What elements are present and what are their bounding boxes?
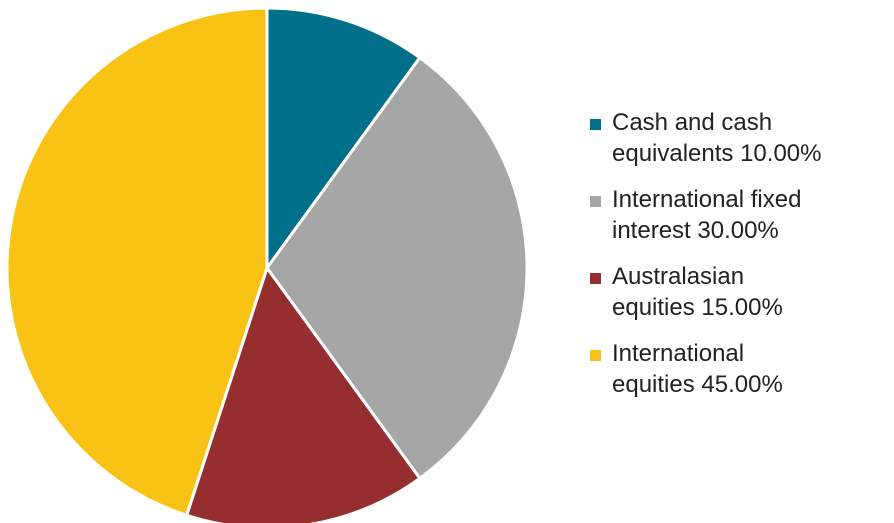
legend-swatch-international-fixed-interest xyxy=(590,196,601,207)
legend-swatch-australasian-equities xyxy=(590,273,601,284)
legend-label-cash: Cash and cash equivalents 10.00% xyxy=(612,109,822,167)
pie-slice-australasian-equities xyxy=(185,266,422,523)
legend-label-international-equities: International equities 45.00% xyxy=(612,340,783,398)
legend-swatch-cash xyxy=(590,119,601,130)
pie-slice-international-fixed-interest xyxy=(265,56,529,480)
pie-slice-international-equities xyxy=(5,6,269,517)
legend-item-cash: Cash and cash equivalents 10.00% xyxy=(590,107,890,169)
pie-slice-cash xyxy=(265,6,422,270)
legend-label-australasian-equities: Australasian equities 15.00% xyxy=(612,263,783,321)
legend-item-international-equities: International equities 45.00% xyxy=(590,338,890,400)
legend-item-australasian-equities: Australasian equities 15.00% xyxy=(590,261,890,323)
legend-swatch-international-equities xyxy=(590,350,601,361)
chart-legend: Cash and cash equivalents 10.00% Interna… xyxy=(590,107,890,415)
legend-label-international-fixed-interest: International fixed interest 30.00% xyxy=(612,186,802,244)
pie-chart-svg xyxy=(5,6,529,523)
legend-item-international-fixed-interest: International fixed interest 30.00% xyxy=(590,184,890,246)
